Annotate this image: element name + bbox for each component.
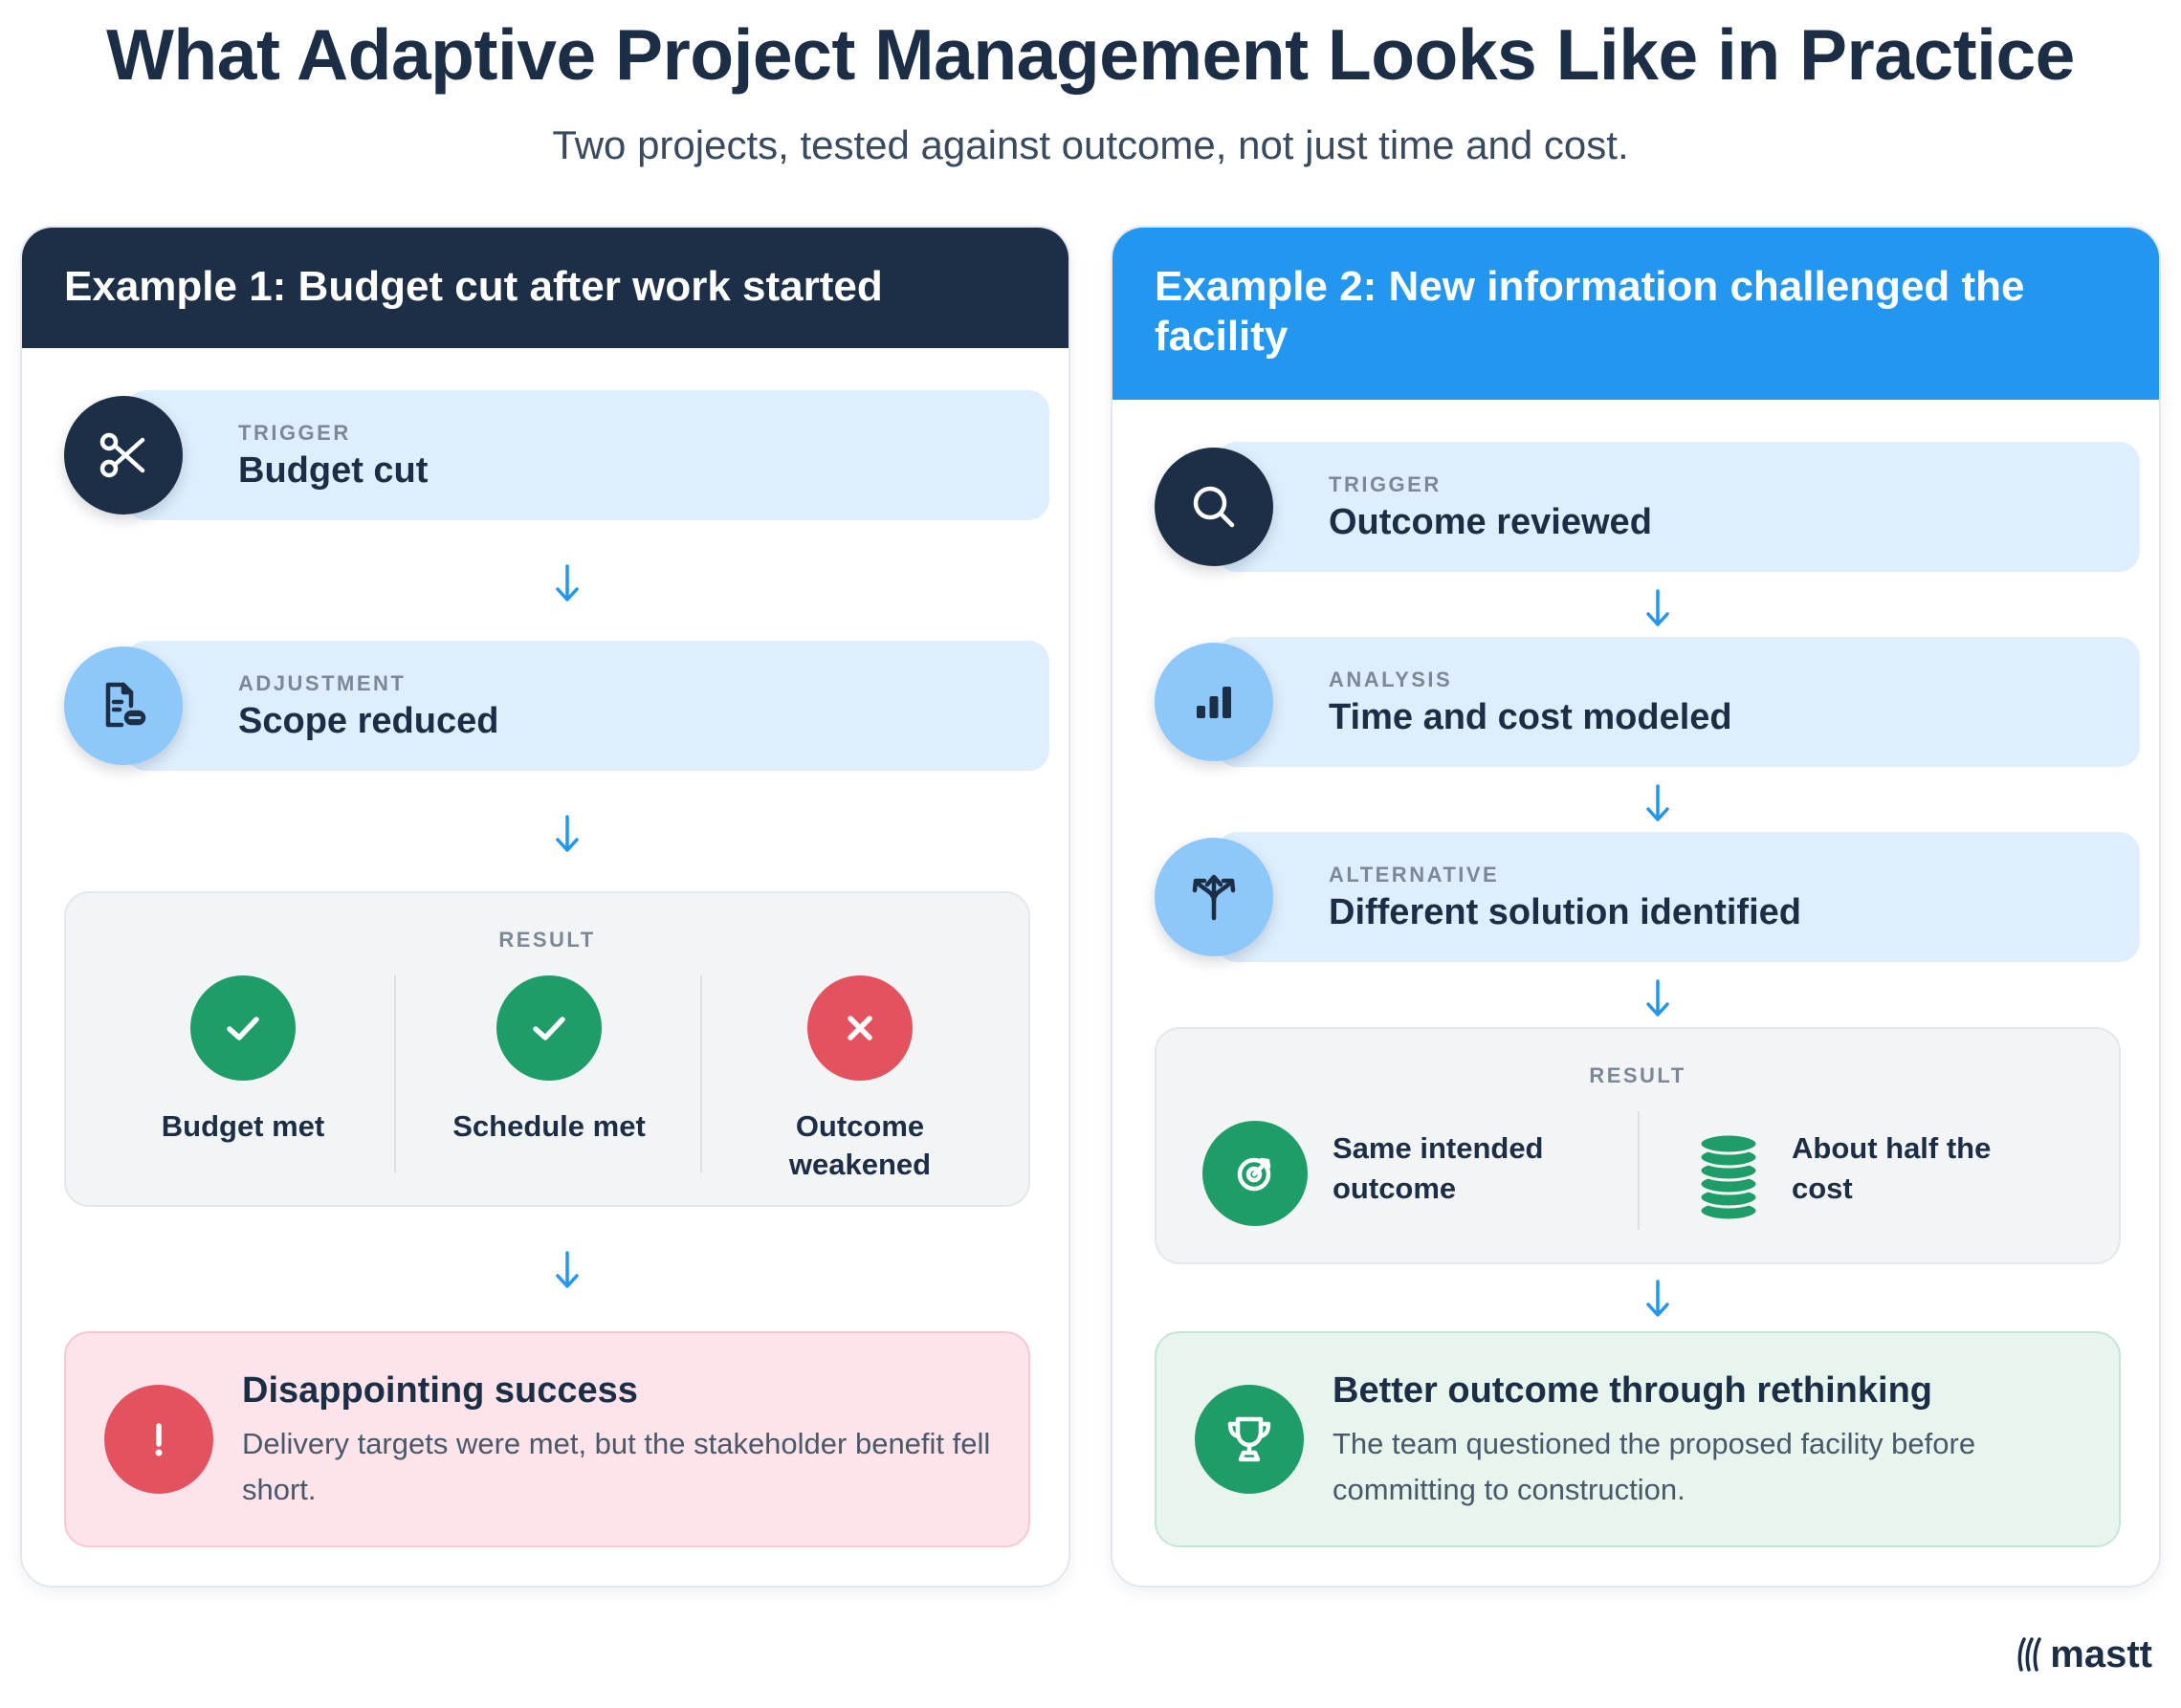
divider bbox=[394, 975, 396, 1172]
cross-icon bbox=[807, 975, 913, 1081]
arrow-down-icon bbox=[1646, 979, 1669, 1017]
result-text: Outcome weakened bbox=[788, 1109, 932, 1181]
arrow-down-icon bbox=[1646, 589, 1669, 626]
scissors-icon bbox=[64, 396, 183, 515]
step-label: ANALYSIS bbox=[1329, 668, 1453, 691]
example-2-step-trigger: TRIGGER Outcome reviewed bbox=[1155, 442, 2140, 572]
step-bar bbox=[1216, 832, 2140, 962]
step-bar bbox=[125, 390, 1049, 520]
split-arrows-icon bbox=[1155, 838, 1273, 956]
result-item-budget: Budget met bbox=[123, 975, 363, 1146]
exclamation-icon bbox=[104, 1385, 213, 1494]
example-1-heading: Example 1: Budget cut after work started bbox=[22, 228, 1068, 348]
final-title: Better outcome through rethinking bbox=[1333, 1370, 1932, 1411]
magnifier-icon bbox=[1155, 448, 1273, 566]
check-icon bbox=[190, 975, 296, 1081]
coin-stack-icon bbox=[1681, 1121, 1776, 1226]
final-title: Disappointing success bbox=[242, 1370, 638, 1411]
arrow-down-icon bbox=[1646, 1280, 1669, 1317]
result-text: Same intended outcome bbox=[1333, 1131, 1544, 1205]
example-2-step-analysis: ANALYSIS Time and cost modeled bbox=[1155, 637, 2140, 767]
mastt-logo-mark-icon bbox=[2017, 1637, 2042, 1672]
example-1-step-adjustment: ADJUSTMENT Scope reduced bbox=[64, 641, 1049, 771]
step-label: ALTERNATIVE bbox=[1329, 863, 1500, 887]
step-value: Scope reduced bbox=[238, 701, 499, 741]
result-item-schedule: Schedule met bbox=[430, 975, 669, 1146]
arrow-down-icon bbox=[556, 815, 579, 852]
divider bbox=[700, 975, 702, 1172]
result-text: Budget met bbox=[161, 1109, 325, 1143]
page-subtitle: Two projects, tested against outcome, no… bbox=[552, 122, 1629, 167]
result-item-outcome: Outcome weakened bbox=[750, 975, 970, 1184]
step-label: ADJUSTMENT bbox=[238, 671, 407, 695]
example-2-heading: Example 2: New information challenged th… bbox=[1113, 228, 2159, 400]
example-1-final: Disappointing success Delivery targets w… bbox=[64, 1331, 1030, 1547]
step-bar bbox=[125, 641, 1049, 771]
example-1-card: Example 1: Budget cut after work started… bbox=[20, 226, 1070, 1588]
step-label: TRIGGER bbox=[238, 421, 351, 445]
result-label: RESULT bbox=[498, 928, 596, 952]
result-text: About half the cost bbox=[1792, 1131, 1992, 1205]
step-value: Outcome reviewed bbox=[1329, 502, 1652, 542]
example-2-final: Better outcome through rethinking The te… bbox=[1155, 1331, 2121, 1547]
brand-name: mastt bbox=[2050, 1632, 2152, 1675]
trophy-icon bbox=[1195, 1385, 1304, 1494]
example-1-step-trigger: TRIGGER Budget cut bbox=[64, 390, 1049, 520]
mastt-logo: mastt bbox=[2016, 1626, 2152, 1683]
divider bbox=[1638, 1111, 1640, 1230]
step-bar bbox=[1216, 442, 2140, 572]
step-value: Time and cost modeled bbox=[1329, 697, 1732, 737]
document-minus-icon bbox=[64, 646, 183, 765]
example-1-result: RESULT Budget met Schedule met Outcome w… bbox=[64, 891, 1030, 1207]
result-label: RESULT bbox=[1589, 1063, 1686, 1087]
step-value: Different solution identified bbox=[1329, 892, 1801, 932]
step-value: Budget cut bbox=[238, 450, 429, 491]
bar-chart-icon bbox=[1155, 643, 1273, 761]
arrow-down-icon bbox=[556, 564, 579, 602]
arrow-down-icon bbox=[556, 1251, 579, 1288]
example-2-step-alternative: ALTERNATIVE Different solution identifie… bbox=[1155, 832, 2140, 962]
step-label: TRIGGER bbox=[1329, 472, 1442, 496]
arrow-down-icon bbox=[1646, 784, 1669, 821]
check-icon bbox=[496, 975, 602, 1081]
final-description: The team questioned the proposed facilit… bbox=[1333, 1427, 1976, 1506]
example-2-card: Example 2: New information challenged th… bbox=[1111, 226, 2161, 1588]
page-title: What Adaptive Project Management Looks L… bbox=[106, 14, 2075, 95]
example-2-result: RESULT Same intended outcome bbox=[1155, 1027, 2121, 1264]
result-text: Schedule met bbox=[452, 1109, 646, 1143]
step-bar bbox=[1216, 637, 2140, 767]
target-icon bbox=[1202, 1121, 1308, 1226]
final-description: Delivery targets were met, but the stake… bbox=[242, 1427, 991, 1506]
